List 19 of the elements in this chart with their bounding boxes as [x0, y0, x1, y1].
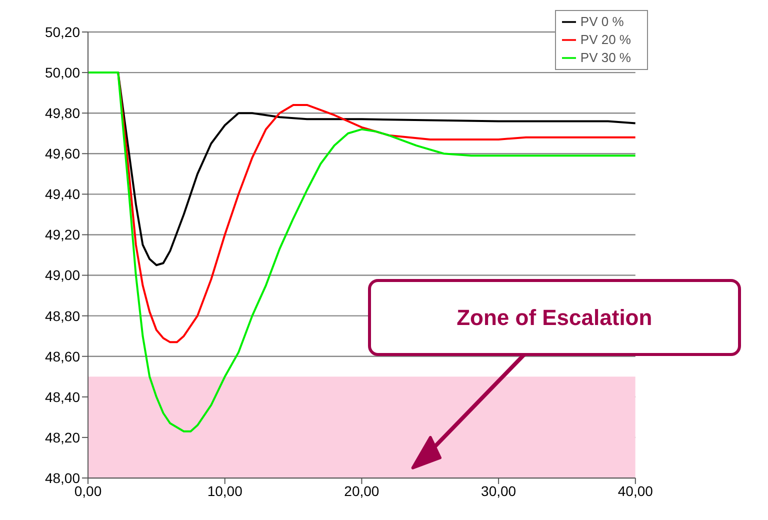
y-tick-label: 49,40 — [44, 186, 80, 202]
y-tick-label: 50,20 — [44, 24, 80, 40]
x-tick-label: 30,00 — [481, 482, 516, 499]
legend-label: PV 30 % — [580, 50, 631, 65]
y-tick-label: 49,80 — [44, 105, 80, 122]
y-tick-label: 49,60 — [44, 146, 80, 162]
y-tick-label: 48,60 — [44, 348, 80, 364]
y-tick-label: 48,80 — [44, 308, 80, 324]
y-tick-label: 48,40 — [44, 388, 80, 405]
y-tick-label: 49,00 — [44, 267, 80, 284]
y-tick-label: 50,00 — [44, 64, 80, 81]
legend-label: PV 0 % — [580, 14, 624, 29]
x-tick-label: 10,00 — [207, 482, 243, 499]
y-tick-label: 49,20 — [44, 226, 80, 243]
legend-label: PV 20 % — [580, 32, 631, 47]
callout-box: Zone of Escalation — [368, 279, 741, 356]
x-tick-label: 40,00 — [618, 482, 654, 499]
x-tick-label: 20,00 — [344, 482, 380, 499]
y-tick-label: 48,20 — [44, 429, 80, 446]
